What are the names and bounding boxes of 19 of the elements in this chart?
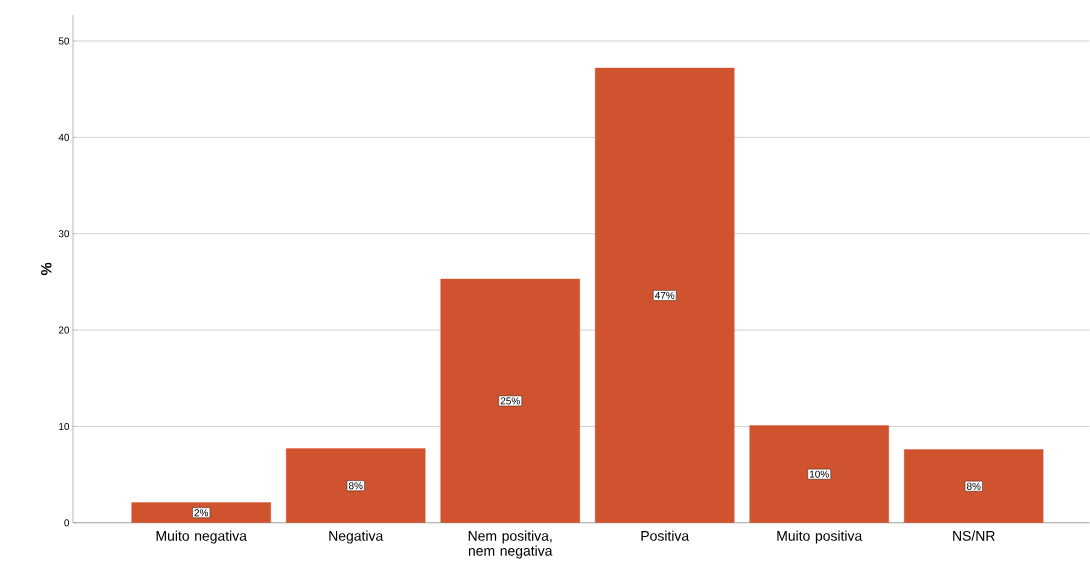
y-axis-title: % <box>41 262 52 276</box>
y-tick-label: 50 <box>58 37 70 45</box>
y-tick-label: 20 <box>58 326 70 334</box>
y-tick-label: 30 <box>58 230 70 238</box>
data-label: 8% <box>966 482 981 490</box>
x-tick-label: Muito negativa <box>156 530 247 544</box>
x-tick-label: Muito positiva <box>777 530 863 544</box>
x-tick-label: Negativa <box>329 530 384 544</box>
data-label: 25% <box>500 397 520 405</box>
data-label: 10% <box>810 470 829 478</box>
data-label: 2% <box>194 509 209 517</box>
data-label: 8% <box>348 482 363 490</box>
y-tick-label: 40 <box>58 133 70 141</box>
x-tick-label: Positiva <box>641 530 690 541</box>
data-label: 47% <box>655 292 675 299</box>
x-tick-label: Nem positiva, nem negativa <box>468 530 553 559</box>
x-tick-label: NS/NR <box>953 530 995 541</box>
y-tick-label: 0 <box>64 519 70 527</box>
y-tick-label: 10 <box>59 423 70 431</box>
